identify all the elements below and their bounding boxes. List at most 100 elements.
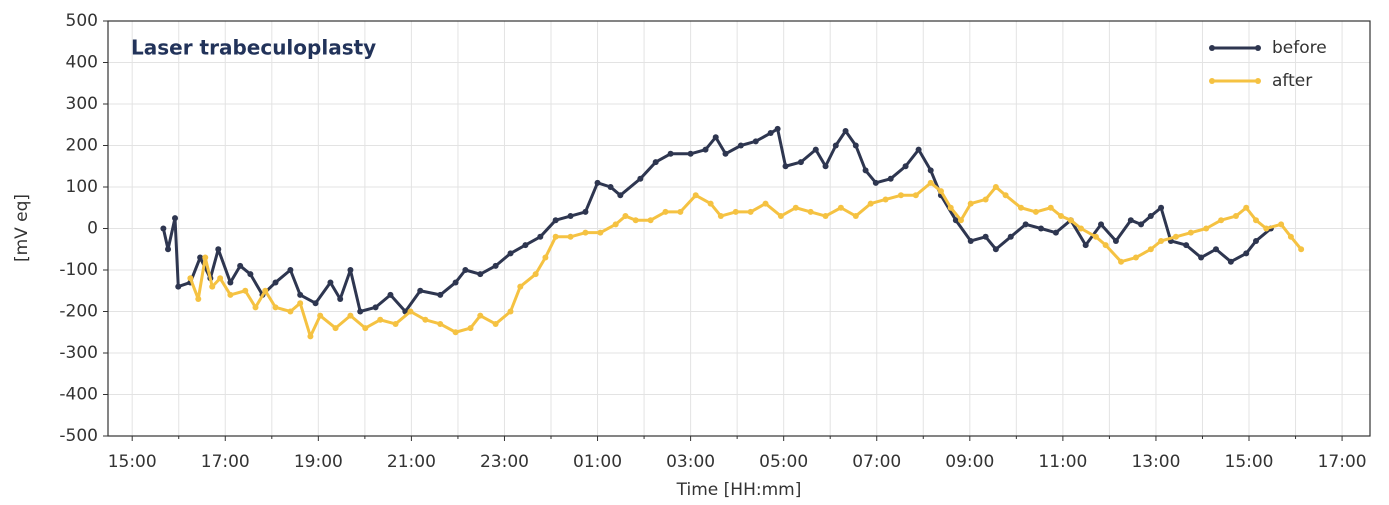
data-point: [677, 208, 684, 215]
x-tick-label: 23:00: [480, 452, 529, 472]
data-point: [522, 242, 529, 249]
y-tick-label: 300: [66, 94, 98, 114]
data-point: [1252, 237, 1259, 244]
y-tick-label: 400: [66, 53, 98, 73]
data-point: [272, 304, 279, 311]
data-point: [287, 267, 294, 273]
data-point: [297, 300, 304, 307]
data-point: [692, 192, 699, 199]
data-point: [782, 163, 789, 170]
data-point: [807, 208, 814, 215]
data-point: [837, 204, 844, 211]
data-point: [752, 138, 759, 145]
data-point: [327, 279, 334, 286]
data-point: [507, 308, 514, 315]
data-point: [607, 184, 614, 190]
data-point: [347, 267, 354, 273]
data-point: [297, 291, 304, 298]
data-point: [762, 200, 769, 207]
x-tick-label: 03:00: [666, 452, 715, 472]
data-point: [1082, 242, 1089, 249]
data-point: [1147, 213, 1154, 220]
data-point: [237, 262, 244, 269]
legend-marker: [1209, 78, 1215, 84]
data-point: [1252, 217, 1259, 224]
data-point: [537, 233, 544, 240]
data-point: [337, 296, 344, 303]
data-point: [712, 134, 719, 141]
data-point: [774, 125, 781, 132]
data-point: [597, 229, 604, 236]
data-point: [262, 287, 269, 294]
data-point: [1158, 237, 1165, 244]
data-point: [1092, 233, 1099, 240]
data-point: [1158, 204, 1165, 211]
data-point: [195, 296, 202, 303]
x-tick-label: 17:00: [1318, 452, 1367, 472]
y-tick-label: -300: [59, 343, 98, 363]
data-point: [777, 213, 784, 220]
data-point: [947, 204, 954, 211]
x-tick-label: 13:00: [1131, 452, 1180, 472]
data-point: [637, 175, 644, 182]
data-point: [882, 196, 889, 203]
data-point: [1078, 225, 1085, 232]
data-point: [372, 304, 379, 311]
data-point: [747, 208, 754, 215]
data-point: [915, 146, 922, 153]
data-point: [1187, 229, 1194, 236]
data-point: [632, 217, 639, 224]
y-tick-label: -100: [59, 260, 98, 280]
data-point: [867, 200, 874, 207]
data-point: [392, 320, 399, 327]
data-point: [1058, 213, 1065, 220]
x-tick-label: 21:00: [387, 452, 436, 472]
data-point: [1287, 233, 1294, 240]
data-point: [912, 192, 919, 199]
data-point: [1183, 242, 1190, 249]
data-point: [477, 312, 484, 319]
data-point: [332, 325, 339, 332]
data-point: [417, 287, 424, 294]
data-point: [175, 283, 182, 290]
x-tick-label: 05:00: [759, 452, 808, 472]
data-point: [552, 217, 559, 224]
data-point: [1017, 204, 1024, 211]
data-point: [582, 229, 589, 236]
data-point: [215, 246, 222, 253]
data-point: [822, 213, 829, 220]
data-point: [582, 208, 589, 215]
data-point: [897, 192, 904, 199]
data-point: [702, 146, 709, 153]
data-point: [842, 127, 849, 134]
x-tick-label: 07:00: [852, 452, 901, 472]
data-point: [937, 188, 944, 195]
data-point: [312, 300, 319, 307]
data-point: [667, 150, 674, 157]
data-point: [377, 316, 384, 323]
data-point: [1007, 233, 1014, 240]
data-point: [272, 279, 279, 286]
x-axis-label: Time [HH:mm]: [676, 480, 802, 500]
data-point: [492, 262, 499, 269]
data-point: [1002, 192, 1009, 199]
data-point: [1138, 221, 1145, 228]
data-point: [467, 325, 474, 332]
data-point: [437, 320, 444, 327]
data-point: [832, 142, 839, 149]
data-point: [1218, 217, 1225, 224]
data-point: [307, 333, 314, 340]
data-point: [165, 246, 172, 253]
data-point: [1047, 204, 1054, 211]
x-tick-label: 15:00: [1225, 452, 1274, 472]
legend-label: before: [1272, 38, 1327, 58]
data-point: [927, 179, 934, 186]
data-point: [462, 267, 469, 273]
y-axis-label: [mV eq]: [12, 194, 32, 262]
data-point: [1118, 258, 1125, 265]
x-tick-label: 01:00: [573, 452, 622, 472]
data-point: [1243, 204, 1250, 211]
data-point: [1172, 233, 1179, 240]
data-point: [1052, 229, 1059, 236]
